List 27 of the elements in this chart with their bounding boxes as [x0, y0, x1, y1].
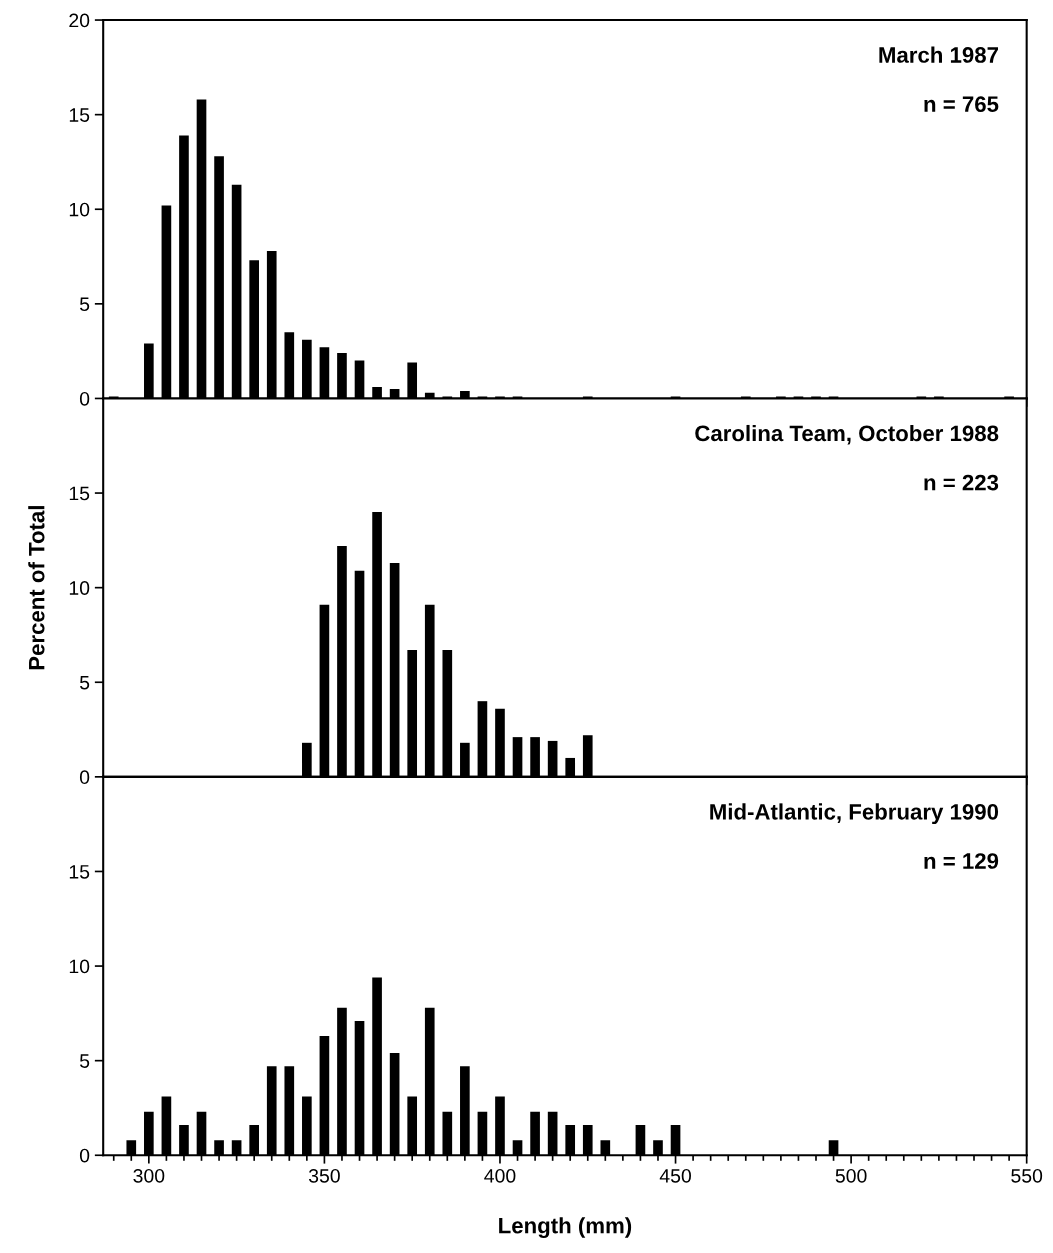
- x-tick-label: 350: [308, 1168, 340, 1183]
- text: March 1987: [879, 46, 998, 63]
- text: Carolina Team, October 1988: [695, 424, 999, 445]
- text: Mid-Atlantic, February 1990: [710, 803, 999, 825]
- y-tick-label: 15: [69, 486, 90, 501]
- x-tick-label: 550: [1011, 1168, 1043, 1183]
- y-tick-label: 5: [79, 297, 90, 312]
- y-tick-label: 15: [69, 108, 90, 122]
- y-tick-label: 15: [69, 865, 90, 879]
- x-tick-label: 500: [835, 1168, 867, 1183]
- annotation: n = 223: [924, 474, 999, 491]
- y-tick-label: 0: [79, 391, 90, 406]
- x-tick-label: 400: [484, 1168, 516, 1183]
- x-tick-label: 300: [133, 1168, 165, 1183]
- y-tick-label: 10: [69, 581, 90, 595]
- annotation: n = 765: [924, 96, 999, 113]
- y-tick-label: 10: [69, 202, 90, 217]
- y-axis-title: Percent of Total: [28, 506, 45, 670]
- y-tick-label: 20: [69, 13, 90, 28]
- annotation: n = 129: [924, 853, 999, 869]
- x-axis-title: Length (mm): [499, 1217, 632, 1238]
- y-tick-label: 5: [79, 675, 90, 690]
- y-tick-label: 0: [79, 1148, 90, 1163]
- y-tick-label: 10: [69, 959, 90, 974]
- y-tick-label: 5: [79, 1054, 90, 1068]
- y-tick-label: 0: [79, 770, 90, 785]
- x-tick-label: 450: [659, 1168, 691, 1183]
